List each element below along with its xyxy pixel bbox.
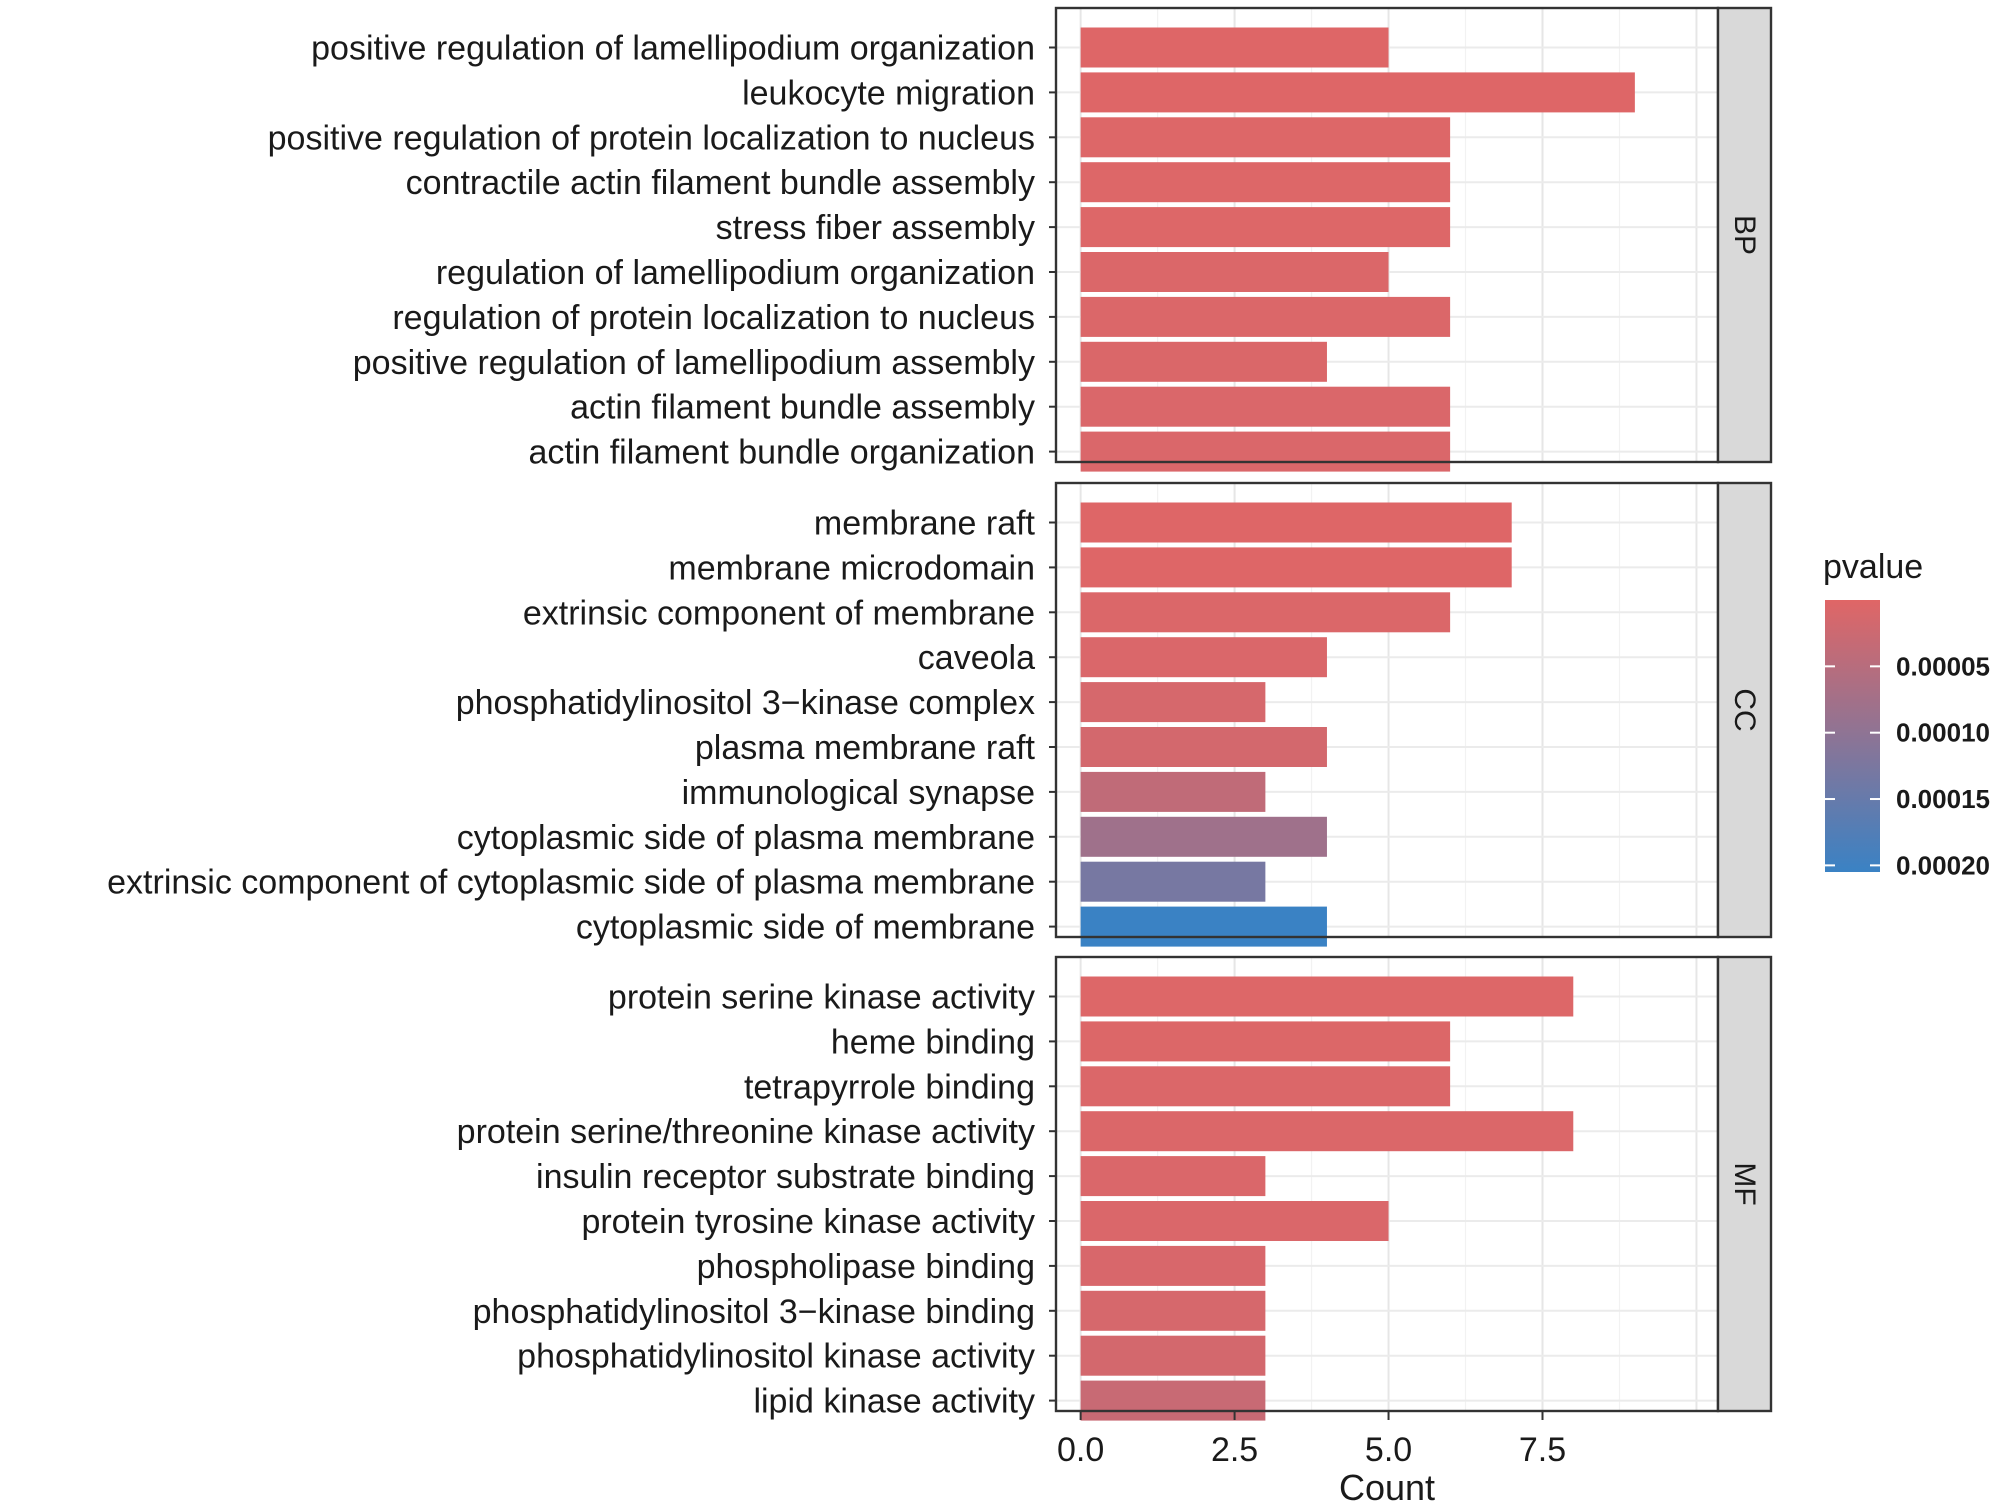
category-label: protein tyrosine kinase activity <box>581 1203 1035 1241</box>
category-label: protein serine kinase activity <box>608 979 1035 1017</box>
category-label: membrane raft <box>814 505 1036 543</box>
category-label: actin filament bundle organization <box>528 434 1035 472</box>
category-label: phospholipase binding <box>697 1248 1035 1286</box>
x-tick-label: 0.0 <box>1057 1431 1104 1469</box>
category-label: stress fiber assembly <box>716 209 1035 247</box>
category-label: phosphatidylinositol kinase activity <box>517 1338 1035 1376</box>
legend-tick-label: 0.00020 <box>1896 850 1990 880</box>
bar <box>1080 1021 1451 1062</box>
facet-strip <box>1716 481 1773 939</box>
bar <box>1080 1156 1266 1197</box>
category-label: positive regulation of protein localizat… <box>268 119 1035 157</box>
legend-tick-label: 0.00010 <box>1896 718 1990 748</box>
category-label: positive regulation of lamellipodium org… <box>311 30 1035 68</box>
bar <box>1080 1380 1266 1421</box>
bar <box>1080 72 1635 113</box>
category-label: immunological synapse <box>682 774 1035 812</box>
category-label: cytoplasmic side of membrane <box>576 909 1035 947</box>
x-axis-title: Count <box>1339 1467 1435 1504</box>
category-label: actin filament bundle assembly <box>570 389 1035 427</box>
bar <box>1080 117 1451 158</box>
category-label: regulation of protein localization to nu… <box>392 299 1035 337</box>
bar <box>1080 637 1327 678</box>
bar <box>1080 162 1451 203</box>
bar <box>1080 27 1389 68</box>
category-label: insulin receptor substrate binding <box>536 1158 1035 1196</box>
facet-strip-label: MF <box>1728 1162 1761 1205</box>
bar <box>1080 341 1327 382</box>
bar <box>1080 502 1512 543</box>
category-label: plasma membrane raft <box>695 729 1036 767</box>
x-tick-label: 2.5 <box>1211 1431 1258 1469</box>
facet-strip <box>1716 6 1773 464</box>
bar <box>1080 1335 1266 1376</box>
category-label: leukocyte migration <box>742 74 1035 112</box>
bar <box>1080 816 1327 857</box>
category-label: phosphatidylinositol 3−kinase binding <box>473 1293 1035 1331</box>
bar <box>1080 1290 1266 1331</box>
category-label: protein serine/threonine kinase activity <box>457 1113 1035 1151</box>
bar <box>1080 1201 1389 1241</box>
bar <box>1080 252 1389 292</box>
bar <box>1080 771 1266 812</box>
bar <box>1080 296 1451 337</box>
legend-title: pvalue <box>1823 548 1923 586</box>
panel-bp: positive regulation of lamellipodium org… <box>268 6 1773 472</box>
bar <box>1080 976 1574 1017</box>
pvalue-legend: pvalue 0.00005 0.00010 0.00015 0.00020 <box>1823 548 1990 880</box>
category-label: contractile actin filament bundle assemb… <box>406 164 1035 202</box>
bar <box>1080 906 1327 947</box>
category-label: lipid kinase activity <box>753 1383 1035 1421</box>
category-label: regulation of lamellipodium organization <box>436 254 1035 292</box>
facet-strip <box>1716 955 1773 1413</box>
legend-colorbar <box>1825 600 1880 872</box>
legend-tick-label: 0.00015 <box>1896 784 1990 814</box>
bar <box>1080 386 1451 427</box>
bar <box>1080 1111 1574 1152</box>
panel-mf: protein serine kinase activity heme bindi… <box>457 955 1773 1421</box>
bar <box>1080 547 1512 588</box>
bar <box>1080 682 1266 723</box>
bar <box>1080 1245 1266 1286</box>
facet-strip-label: CC <box>1728 688 1761 731</box>
x-tick-label: 5.0 <box>1365 1431 1412 1469</box>
bar <box>1080 727 1327 767</box>
panel-cc: membrane raft membrane microdomain extrins… <box>107 481 1773 947</box>
facet-strip-label: BP <box>1728 215 1761 255</box>
category-label: cytoplasmic side of plasma membrane <box>457 819 1035 857</box>
category-label: heme binding <box>831 1023 1035 1061</box>
panels-layer: positive regulation of lamellipodium org… <box>107 6 1773 1421</box>
bar <box>1080 207 1451 248</box>
bar <box>1080 592 1451 633</box>
x-tick-label: 7.5 <box>1519 1431 1566 1469</box>
category-label: phosphatidylinositol 3−kinase complex <box>456 684 1035 722</box>
category-label: extrinsic component of membrane <box>523 594 1035 632</box>
legend-tick-label: 0.00005 <box>1896 651 1990 681</box>
bar <box>1080 861 1266 902</box>
category-label: caveola <box>918 639 1035 677</box>
category-label: membrane microdomain <box>668 549 1035 587</box>
bar <box>1080 1066 1451 1107</box>
category-label: tetrapyrrole binding <box>744 1068 1035 1106</box>
x-axis: 0.0 2.5 5.0 7.5 Count <box>1057 1411 1566 1508</box>
category-label: extrinsic component of cytoplasmic side … <box>107 864 1035 902</box>
bar <box>1080 431 1451 472</box>
category-label: positive regulation of lamellipodium ass… <box>353 344 1035 382</box>
